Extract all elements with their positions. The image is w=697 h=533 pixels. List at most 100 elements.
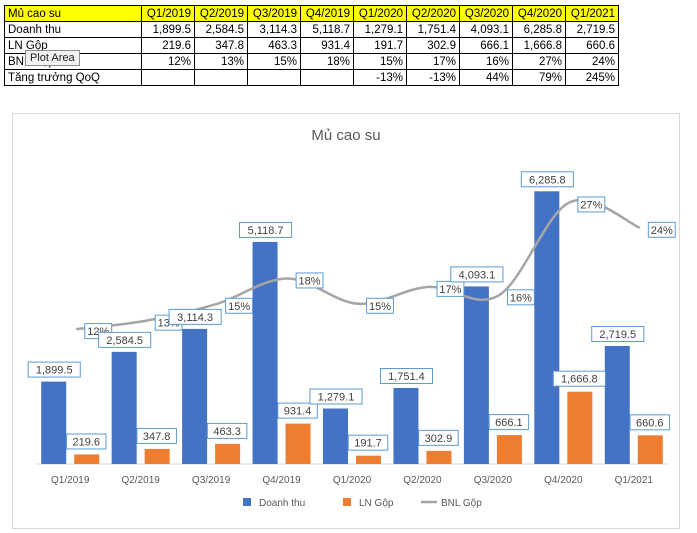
bar-ln-gop[interactable] — [74, 454, 100, 464]
legend-label[interactable]: Doanh thu — [259, 498, 305, 509]
bar-ln-gop[interactable] — [567, 391, 593, 464]
table-cell[interactable]: 24% — [565, 53, 619, 70]
table-cell[interactable] — [300, 69, 354, 86]
table-cell[interactable]: 17% — [406, 53, 460, 70]
bar-doanh-thu[interactable] — [111, 351, 137, 464]
table-header-cell[interactable]: Q4/2019 — [300, 5, 354, 22]
bar-doanh-thu[interactable] — [41, 381, 67, 464]
data-label-doanh-thu[interactable]: 2,584.5 — [98, 331, 152, 348]
data-label-doanh-thu[interactable]: 6,285.8 — [520, 171, 574, 188]
data-label-doanh-thu[interactable]: 1,279.1 — [309, 388, 363, 405]
data-label-ln-gop[interactable]: 302.9 — [418, 429, 459, 446]
data-label-doanh-thu-box — [520, 171, 574, 188]
table-cell[interactable]: 13% — [194, 53, 248, 70]
data-label-bnl-gop[interactable]: 24% — [647, 221, 676, 238]
table-cell[interactable]: 1,751.4 — [406, 21, 460, 38]
table-cell[interactable]: 302.9 — [406, 37, 460, 54]
table-cell[interactable]: 931.4 — [300, 37, 354, 54]
bar-ln-gop[interactable] — [426, 450, 452, 464]
table-cell[interactable]: 3,114.3 — [247, 21, 301, 38]
table-cell[interactable] — [141, 69, 195, 86]
chart-area[interactable]: Mủ cao su Q1/2019 Q2/2019 Q3/2019 Q4/2019 Q1/… — [12, 113, 680, 529]
table-header-cell[interactable]: Q4/2020 — [512, 5, 566, 22]
data-label-doanh-thu[interactable]: 1,751.4 — [379, 368, 433, 385]
bar-ln-gop[interactable] — [356, 455, 381, 464]
table-cell[interactable]: 219.6 — [141, 37, 195, 54]
table-cell[interactable]: 5,118.7 — [300, 21, 354, 38]
data-label-ln-gop[interactable]: 347.8 — [136, 427, 177, 444]
data-label-doanh-thu[interactable]: 4,093.1 — [450, 266, 504, 283]
legend-label[interactable]: LN Gộp — [359, 498, 394, 509]
table-cell[interactable]: 15% — [247, 53, 301, 70]
row-label[interactable]: Tăng trưởng QoQ — [4, 69, 142, 86]
table-header-cell[interactable]: Q2/2020 — [406, 5, 460, 22]
data-label-bnl-gop[interactable]: 15% — [366, 297, 394, 314]
data-label-bnl-gop-text: 24% — [651, 225, 673, 237]
row-label[interactable]: Doanh thu — [4, 21, 142, 38]
table-cell[interactable]: -13% — [406, 69, 460, 86]
data-label-doanh-thu[interactable]: 1,899.5 — [27, 361, 81, 378]
data-label-ln-gop[interactable]: 660.6 — [629, 414, 671, 431]
bar-doanh-thu[interactable] — [252, 241, 278, 464]
bar-doanh-thu[interactable] — [463, 286, 489, 464]
table-cell[interactable] — [247, 69, 301, 86]
data-label-bnl-gop[interactable]: 16% — [506, 289, 535, 306]
bar-doanh-thu[interactable] — [534, 191, 560, 465]
bar-ln-gop[interactable] — [285, 423, 311, 464]
data-label-ln-gop[interactable]: 463.3 — [206, 422, 248, 439]
bar-doanh-thu[interactable] — [604, 346, 630, 464]
table-cell[interactable]: 4,093.1 — [459, 21, 513, 38]
data-label-bnl-gop[interactable]: 17% — [436, 280, 465, 297]
x-tick-label: Q1/2020 — [333, 475, 372, 486]
table-cell[interactable]: 44% — [459, 69, 513, 86]
bar-doanh-thu[interactable] — [393, 388, 419, 464]
table-cell[interactable]: 27% — [512, 53, 566, 70]
table-header-cell[interactable]: Q3/2019 — [247, 5, 301, 22]
data-label-ln-gop[interactable]: 931.4 — [277, 402, 318, 419]
bar-ln-gop[interactable] — [144, 448, 170, 464]
table-cell[interactable]: 1,666.8 — [512, 37, 566, 54]
table-cell[interactable]: 660.6 — [565, 37, 619, 54]
table-cell[interactable]: -13% — [353, 69, 407, 86]
table-cell[interactable]: 1,899.5 — [141, 21, 195, 38]
table-cell[interactable]: 245% — [565, 69, 619, 86]
bar-doanh-thu[interactable] — [182, 328, 208, 464]
table-cell[interactable]: 2,719.5 — [565, 21, 619, 38]
data-label-bnl-gop[interactable]: 27% — [577, 196, 606, 213]
legend-label[interactable]: BNL Gộp — [441, 498, 482, 509]
data-label-ln-gop[interactable]: 219.6 — [65, 433, 107, 450]
table-row: LN Gộp 219.6 347.8 463.3 931.4 191.7 302… — [4, 37, 619, 54]
table-cell[interactable]: 15% — [353, 53, 407, 70]
table-cell[interactable]: 191.7 — [353, 37, 407, 54]
data-label-doanh-thu[interactable]: 2,719.5 — [591, 326, 645, 343]
table-cell[interactable]: 666.1 — [459, 37, 513, 54]
bar-ln-gop[interactable] — [215, 443, 241, 464]
table-cell[interactable]: 463.3 — [247, 37, 301, 54]
table-header-cell[interactable]: Q3/2020 — [459, 5, 513, 22]
table-cell[interactable]: 1,279.1 — [353, 21, 407, 38]
data-label-bnl-gop[interactable]: 15% — [225, 297, 254, 314]
bar-doanh-thu[interactable] — [323, 408, 348, 464]
table-cell[interactable]: 16% — [459, 53, 513, 70]
data-label-ln-gop[interactable]: 191.7 — [347, 434, 389, 451]
data-label-ln-gop[interactable]: 666.1 — [488, 414, 530, 431]
data-label-ln-gop[interactable]: 1,666.8 — [552, 370, 606, 387]
data-label-bnl-gop[interactable]: 18% — [295, 272, 324, 289]
table-cell[interactable]: 79% — [512, 69, 566, 86]
data-label-doanh-thu[interactable]: 3,114.3 — [168, 308, 222, 325]
table-header-cell[interactable]: Q1/2021 — [565, 5, 619, 22]
table-cell[interactable]: 6,285.8 — [512, 21, 566, 38]
table-cell[interactable]: 18% — [300, 53, 354, 70]
table-header-cell[interactable]: Q1/2019 — [141, 5, 195, 22]
table-cell[interactable]: 12% — [141, 53, 195, 70]
bar-ln-gop[interactable] — [637, 435, 663, 464]
table-cell[interactable] — [194, 69, 248, 86]
data-label-doanh-thu-text: 1,899.5 — [36, 365, 73, 377]
table-header-cell[interactable]: Mủ cao su — [4, 5, 142, 22]
table-cell[interactable]: 347.8 — [194, 37, 248, 54]
table-cell[interactable]: 2,584.5 — [194, 21, 248, 38]
data-label-doanh-thu[interactable]: 5,118.7 — [239, 221, 293, 238]
table-header-cell[interactable]: Q2/2019 — [194, 5, 248, 22]
table-header-cell[interactable]: Q1/2020 — [353, 5, 407, 22]
bar-ln-gop[interactable] — [496, 435, 522, 464]
